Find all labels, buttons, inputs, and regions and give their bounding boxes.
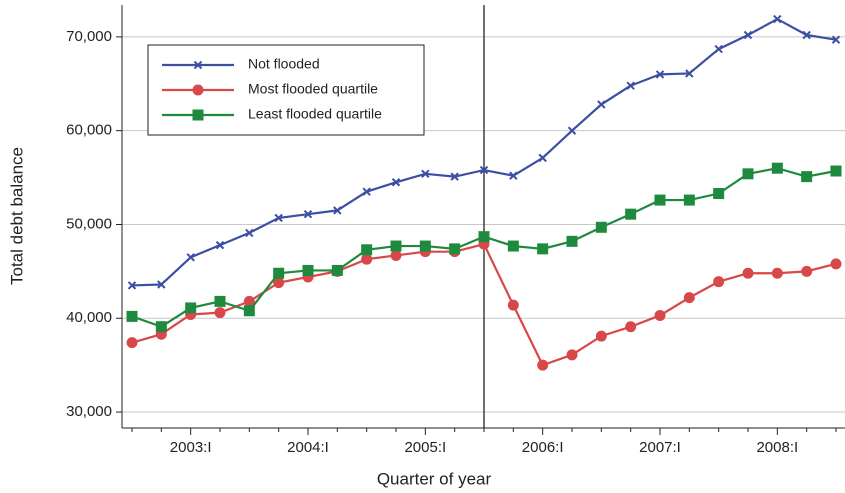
point	[830, 165, 842, 177]
point	[509, 171, 518, 180]
point	[654, 309, 666, 321]
point	[273, 267, 285, 279]
point	[626, 81, 635, 90]
point	[479, 165, 489, 175]
point	[333, 206, 342, 215]
point	[126, 337, 138, 349]
point	[214, 307, 226, 319]
x-tick-label: 2008:I	[756, 439, 798, 456]
point	[773, 14, 782, 24]
point	[801, 265, 813, 277]
point	[185, 302, 197, 314]
point	[625, 208, 637, 220]
point	[830, 258, 842, 270]
x-tick-label: 2005:I	[404, 439, 446, 456]
y-tick-label: 40,000	[66, 309, 112, 326]
point	[771, 267, 783, 279]
legend-label: Least flooded quartile	[248, 106, 382, 122]
point	[302, 264, 314, 276]
point	[274, 213, 283, 223]
point	[361, 244, 373, 256]
point	[802, 30, 811, 40]
point	[566, 235, 578, 247]
point	[742, 267, 754, 279]
point	[419, 240, 431, 252]
point	[801, 171, 813, 183]
point	[478, 231, 490, 243]
point	[654, 194, 666, 206]
y-axis-title: Total debt balance	[7, 147, 26, 285]
y-tick-label: 60,000	[66, 122, 112, 139]
point	[362, 187, 371, 196]
legend-marker	[192, 109, 204, 121]
legend-label: Most flooded quartile	[248, 81, 378, 97]
point	[537, 243, 549, 255]
point	[713, 276, 725, 288]
point	[126, 310, 138, 322]
point	[683, 292, 695, 304]
point	[537, 359, 549, 371]
y-tick-label: 30,000	[66, 403, 112, 420]
point	[214, 295, 226, 307]
point	[595, 330, 607, 342]
point	[625, 321, 637, 333]
point	[127, 281, 137, 290]
point	[273, 277, 285, 289]
point	[597, 100, 606, 109]
legend-marker	[193, 60, 203, 70]
point	[390, 249, 402, 261]
point	[391, 178, 401, 187]
x-tick-label: 2003:I	[170, 439, 212, 456]
point	[155, 321, 167, 333]
point	[713, 188, 725, 200]
y-tick-label: 70,000	[66, 28, 112, 45]
point	[186, 253, 195, 262]
point	[449, 243, 461, 255]
point	[303, 209, 313, 219]
point	[771, 162, 783, 174]
legend-marker	[192, 84, 204, 96]
x-tick-label: 2004:I	[287, 439, 329, 456]
point	[245, 228, 254, 238]
point	[507, 240, 519, 252]
point	[538, 153, 547, 163]
point	[831, 35, 841, 44]
y-tick-label: 50,000	[66, 215, 112, 232]
point	[655, 70, 665, 79]
point	[742, 168, 754, 180]
point	[331, 264, 343, 276]
point	[421, 169, 430, 179]
point	[714, 44, 723, 54]
x-tick-label: 2007:I	[639, 439, 681, 456]
point	[361, 253, 373, 265]
point	[595, 221, 607, 233]
point	[390, 240, 402, 252]
x-axis-title: Quarter of year	[377, 469, 492, 488]
point	[683, 194, 695, 206]
point	[507, 299, 519, 311]
point	[215, 240, 225, 250]
legend-label: Not flooded	[248, 56, 320, 72]
point	[567, 126, 577, 135]
point	[243, 305, 255, 317]
point	[685, 69, 694, 78]
point	[566, 349, 578, 361]
point	[743, 30, 753, 40]
point	[450, 172, 459, 181]
point	[243, 295, 255, 307]
point	[157, 280, 166, 289]
x-tick-label: 2006:I	[522, 439, 564, 456]
